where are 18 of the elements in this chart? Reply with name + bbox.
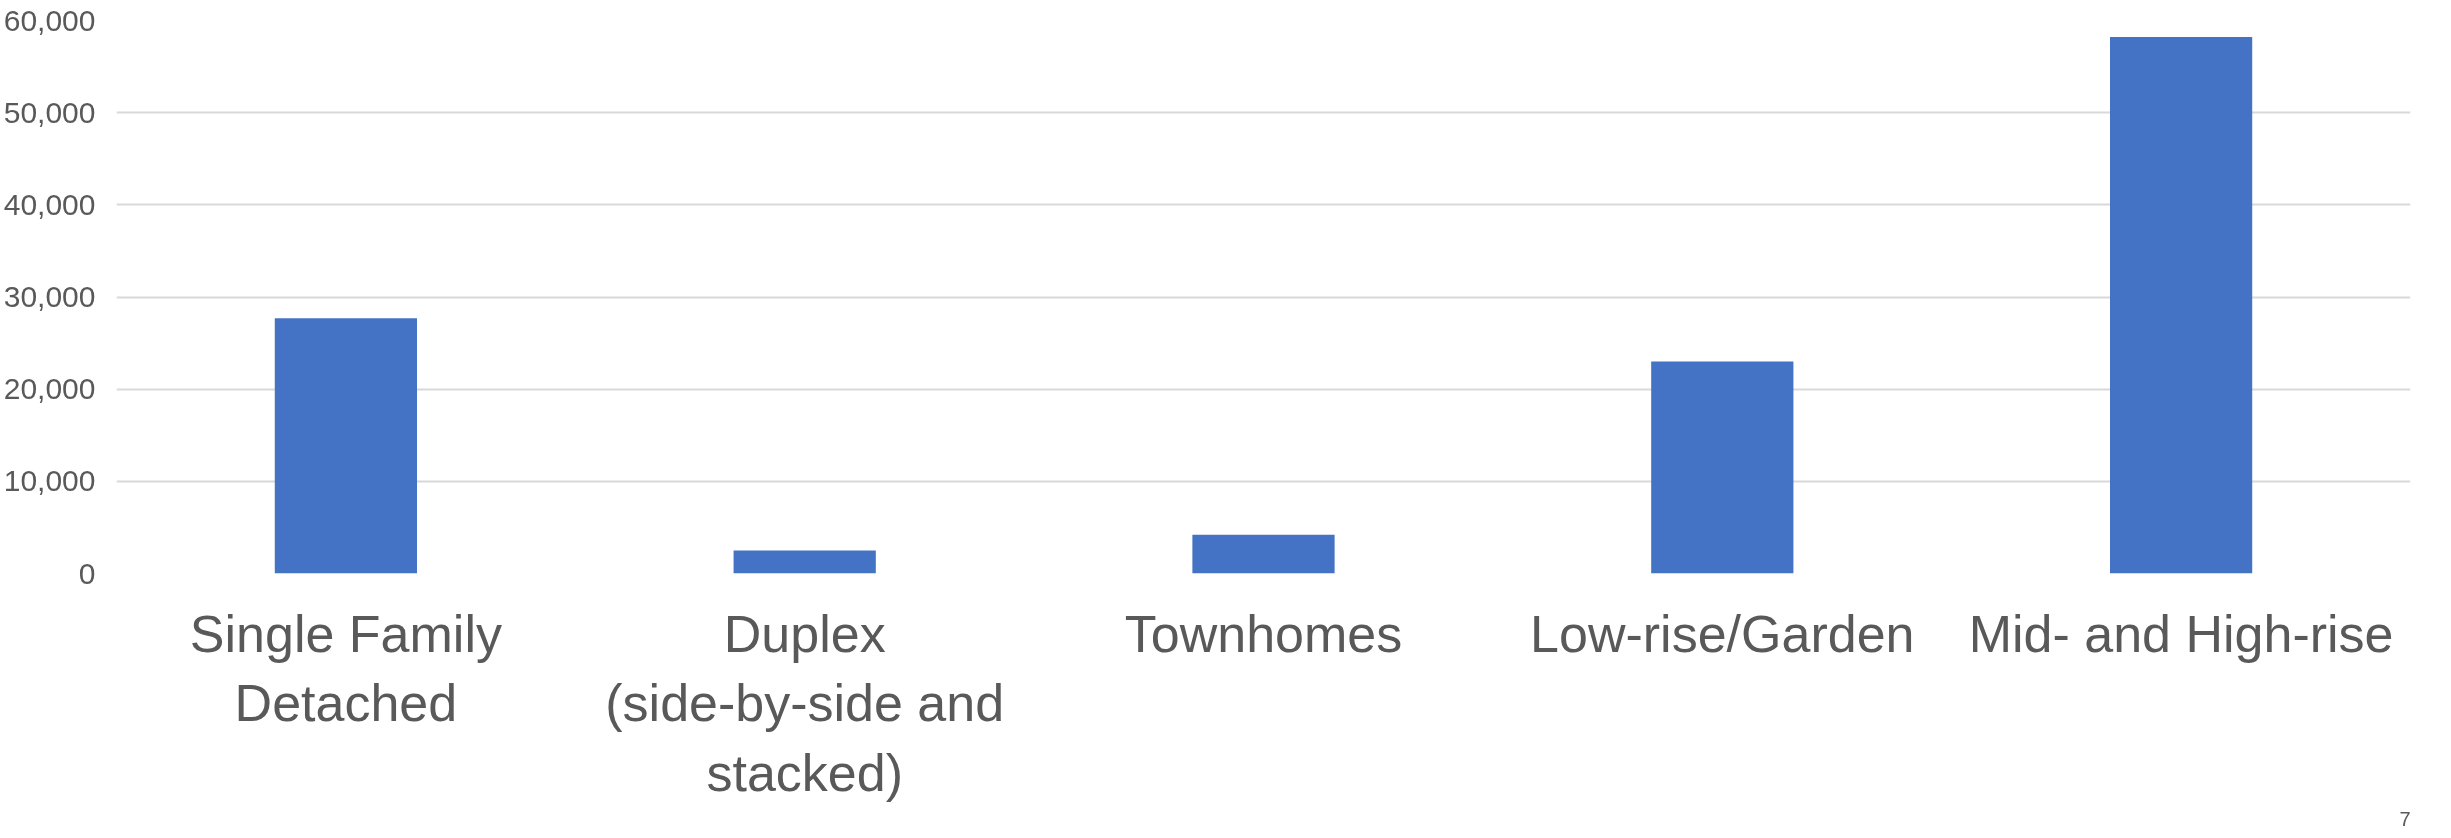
y-tick-label: 10,000 (3, 464, 96, 498)
y-tick-label: 50,000 (3, 95, 96, 129)
x-tick-label: Single Family Detached (189, 604, 502, 733)
bar (733, 550, 876, 574)
x-tick-label: Duplex (side-by-side and stacked) (605, 604, 1005, 802)
x-tick-label: Townhomes (1124, 604, 1403, 663)
y-tick-label: 40,000 (3, 187, 96, 221)
y-tick-label: 20,000 (3, 372, 96, 406)
bar (2109, 37, 2253, 574)
y-tick-label: 30,000 (3, 280, 96, 313)
bar (274, 318, 418, 574)
bar (1651, 361, 1794, 574)
text: 7 (2399, 807, 2411, 830)
x-tick-label: Mid- and High-rise (1968, 604, 2394, 663)
y-tick-label: 60,000 (3, 3, 96, 37)
y-tick-label: 0 (78, 556, 96, 590)
x-tick-label: Low-rise/Garden (1530, 604, 1915, 663)
bar (1192, 534, 1335, 574)
